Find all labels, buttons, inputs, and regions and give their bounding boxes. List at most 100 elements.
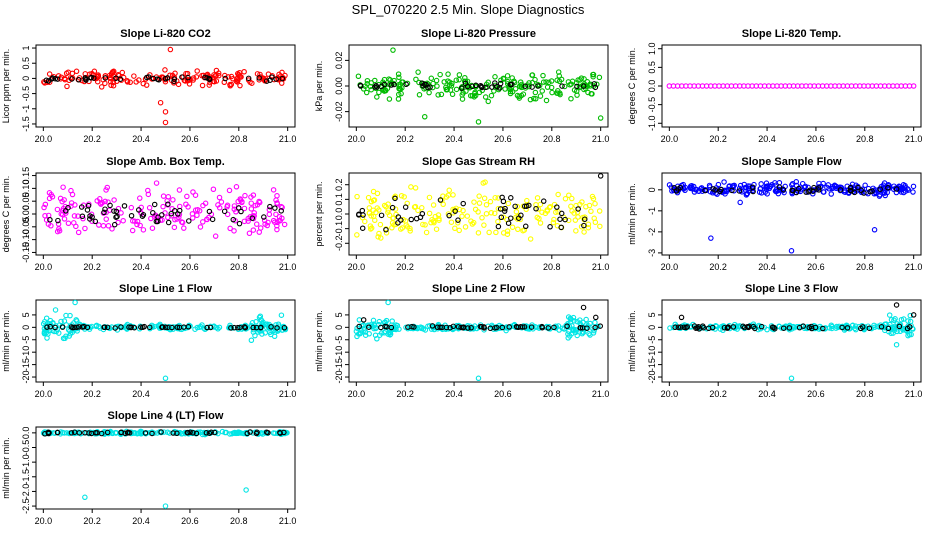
data-point (436, 215, 442, 222)
data-point (718, 186, 724, 193)
data-point (532, 89, 539, 96)
data-point (535, 83, 541, 89)
data-point (503, 327, 509, 334)
data-point (385, 201, 391, 207)
data-point (89, 214, 95, 220)
data-point (88, 430, 95, 437)
data-point (131, 73, 137, 79)
data-point (516, 215, 522, 221)
x-tick-label: 20.6 (494, 389, 512, 399)
data-point (537, 93, 544, 99)
data-point (281, 325, 288, 331)
data-point (103, 187, 109, 193)
data-point (172, 70, 178, 77)
x-tick-label: 20.0 (35, 262, 53, 272)
data-point (65, 220, 72, 227)
chart-panel-7: Slope Line 1 Flow 20.0 20.2 20.4 20.6 20.8 21.… (1, 283, 296, 399)
data-point (515, 226, 521, 232)
data-point (395, 96, 402, 102)
data-point (129, 218, 136, 224)
data-point (139, 213, 146, 219)
x-tick-label: 20.8 (230, 134, 248, 144)
y-axis-label: kPa per min. (314, 61, 324, 112)
data-point (562, 216, 568, 223)
data-point (888, 330, 894, 337)
data-point (68, 430, 75, 436)
chart-panel-4: Slope Amb. Box Temp. 20.0 20.2 20.4 20.6 20.8… (1, 156, 296, 272)
data-point (596, 74, 603, 81)
data-point (209, 216, 216, 223)
data-point (505, 200, 512, 207)
y-axis-label: ml/min per min. (1, 437, 11, 499)
data-point (277, 430, 283, 436)
data-point (522, 83, 528, 89)
data-point (790, 187, 796, 194)
data-point (498, 214, 505, 221)
data-point (101, 324, 108, 331)
y-tick-label: 0.5 (21, 57, 31, 70)
data-point (165, 201, 171, 207)
chart-title: Slope Li-820 Temp. (742, 28, 841, 40)
data-point (460, 200, 466, 207)
data-point (389, 224, 395, 231)
data-point (368, 323, 375, 330)
data-point (485, 98, 491, 105)
data-point (57, 195, 64, 202)
data-point (772, 325, 778, 332)
data-point (590, 73, 596, 80)
data-point (212, 233, 219, 239)
data-point (139, 324, 146, 331)
series-individual (354, 179, 603, 242)
data-point (488, 210, 494, 216)
data-point (360, 317, 367, 323)
data-point (244, 430, 250, 437)
data-point (499, 324, 506, 331)
data-point (390, 47, 396, 53)
data-point (378, 235, 384, 241)
data-point (382, 323, 388, 330)
data-point (575, 214, 581, 220)
data-point (452, 208, 458, 214)
series-individual (353, 299, 601, 382)
data-point (151, 201, 158, 208)
data-point (381, 88, 388, 94)
data-point (467, 92, 474, 99)
data-point (861, 190, 867, 196)
data-point (528, 324, 535, 330)
data-point (73, 68, 80, 75)
data-point (273, 211, 279, 218)
data-point (118, 324, 124, 330)
chart-title: Slope Gas Stream RH (422, 156, 535, 168)
data-point (363, 89, 370, 96)
data-point (891, 327, 898, 333)
data-point (210, 186, 217, 192)
data-point (368, 86, 374, 93)
data-point (52, 324, 58, 331)
y-tick-label: -5 (647, 336, 657, 344)
data-point (364, 81, 370, 87)
x-tick-label: 21.0 (905, 262, 923, 272)
y-tick-label: 5 (647, 312, 657, 317)
data-point (365, 194, 372, 201)
data-point (688, 184, 694, 191)
data-point (578, 75, 585, 81)
data-point (158, 429, 164, 435)
data-point (427, 84, 433, 90)
data-point (421, 114, 428, 120)
data-point (696, 188, 702, 194)
x-tick-label: 20.2 (83, 262, 101, 272)
data-point (750, 323, 757, 330)
data-point (241, 218, 248, 225)
data-point (374, 190, 381, 197)
data-point (588, 208, 594, 215)
data-point (241, 205, 248, 212)
data-point (149, 430, 155, 437)
data-point (730, 324, 737, 330)
data-point (90, 75, 97, 81)
data-point (471, 90, 478, 97)
data-point (554, 204, 560, 210)
data-point (253, 430, 260, 437)
data-point (376, 230, 382, 237)
data-point (104, 429, 111, 436)
data-point (878, 324, 885, 330)
